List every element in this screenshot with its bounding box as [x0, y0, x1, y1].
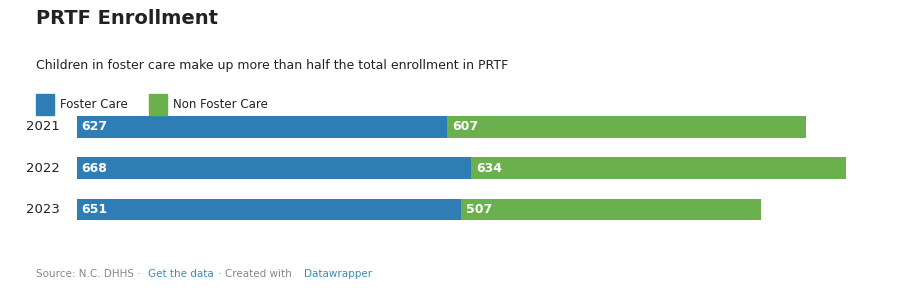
Text: 2023: 2023 — [26, 203, 60, 216]
Text: 651: 651 — [81, 203, 107, 216]
Text: Foster Care: Foster Care — [60, 98, 128, 111]
Text: Datawrapper: Datawrapper — [304, 269, 372, 279]
Text: 668: 668 — [81, 162, 107, 175]
Bar — [76, 116, 447, 137]
Text: Source: N.C. DHHS ·: Source: N.C. DHHS · — [36, 269, 144, 279]
Text: · Created with: · Created with — [214, 269, 294, 279]
Text: 2021: 2021 — [26, 120, 60, 133]
Text: 627: 627 — [81, 120, 107, 133]
Text: 634: 634 — [476, 162, 502, 175]
Text: PRTF Enrollment: PRTF Enrollment — [36, 9, 218, 28]
Bar — [462, 199, 760, 220]
Bar — [447, 116, 806, 137]
Text: Get the data: Get the data — [148, 269, 213, 279]
Text: Children in foster care make up more than half the total enrollment in PRTF: Children in foster care make up more tha… — [36, 59, 508, 72]
Text: 607: 607 — [452, 120, 478, 133]
Bar — [76, 199, 462, 220]
Text: Non Foster Care: Non Foster Care — [173, 98, 267, 111]
Bar — [76, 158, 472, 179]
Text: 507: 507 — [466, 203, 492, 216]
Text: 2022: 2022 — [26, 162, 60, 175]
Bar — [472, 158, 846, 179]
